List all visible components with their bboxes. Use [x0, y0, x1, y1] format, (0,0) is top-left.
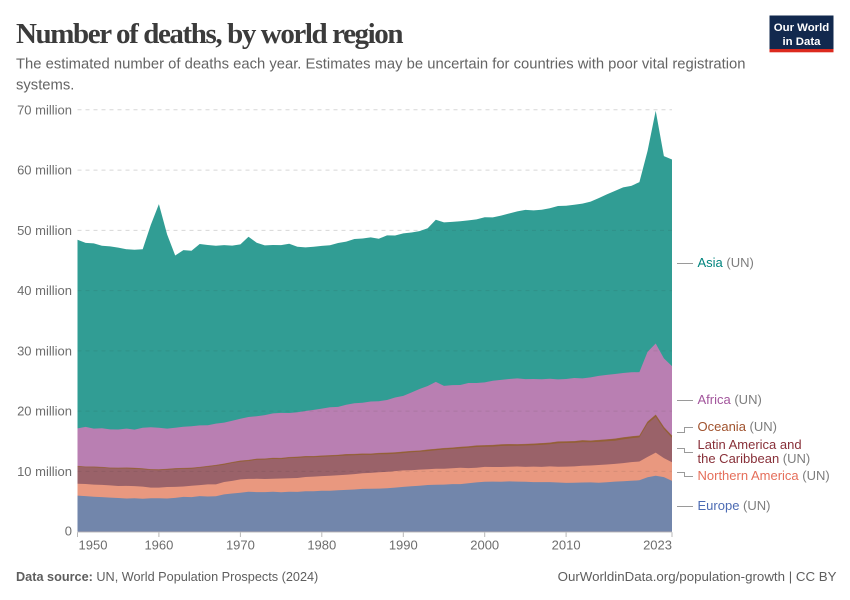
svg-text:1990: 1990 [389, 538, 418, 553]
svg-text:the Caribbean (UN): the Caribbean (UN) [698, 451, 811, 466]
svg-text:10 million: 10 million [17, 464, 72, 479]
svg-text:Number of deaths, by world reg: Number of deaths, by world region [16, 18, 403, 50]
svg-text:Europe (UN): Europe (UN) [698, 498, 771, 513]
svg-text:Asia (UN): Asia (UN) [698, 255, 754, 270]
svg-text:30 million: 30 million [17, 343, 72, 358]
svg-text:70 million: 70 million [17, 102, 72, 117]
svg-text:Northern America (UN): Northern America (UN) [698, 468, 830, 483]
svg-text:Africa (UN): Africa (UN) [698, 392, 762, 407]
svg-text:Latin America and: Latin America and [698, 437, 802, 452]
svg-text:2000: 2000 [470, 538, 499, 553]
svg-text:systems.: systems. [16, 78, 74, 94]
svg-text:Our World: Our World [774, 22, 830, 34]
svg-text:50 million: 50 million [17, 223, 72, 238]
svg-text:1970: 1970 [226, 538, 255, 553]
svg-text:2010: 2010 [552, 538, 581, 553]
svg-text:1980: 1980 [307, 538, 336, 553]
svg-text:Oceania (UN): Oceania (UN) [698, 419, 777, 434]
svg-text:40 million: 40 million [17, 283, 72, 298]
svg-text:Data source: UN, World Populat: Data source: UN, World Population Prospe… [16, 570, 318, 584]
svg-text:OurWorldinData.org/population-: OurWorldinData.org/population-growth | C… [558, 569, 837, 584]
svg-text:1960: 1960 [144, 538, 173, 553]
svg-text:2023: 2023 [643, 538, 672, 553]
svg-text:1950: 1950 [79, 538, 108, 553]
svg-text:60 million: 60 million [17, 163, 72, 178]
svg-text:20 million: 20 million [17, 404, 72, 419]
svg-text:0: 0 [65, 524, 72, 539]
svg-text:The estimated number of deaths: The estimated number of deaths each year… [16, 57, 746, 73]
svg-text:in Data: in Data [783, 36, 822, 48]
